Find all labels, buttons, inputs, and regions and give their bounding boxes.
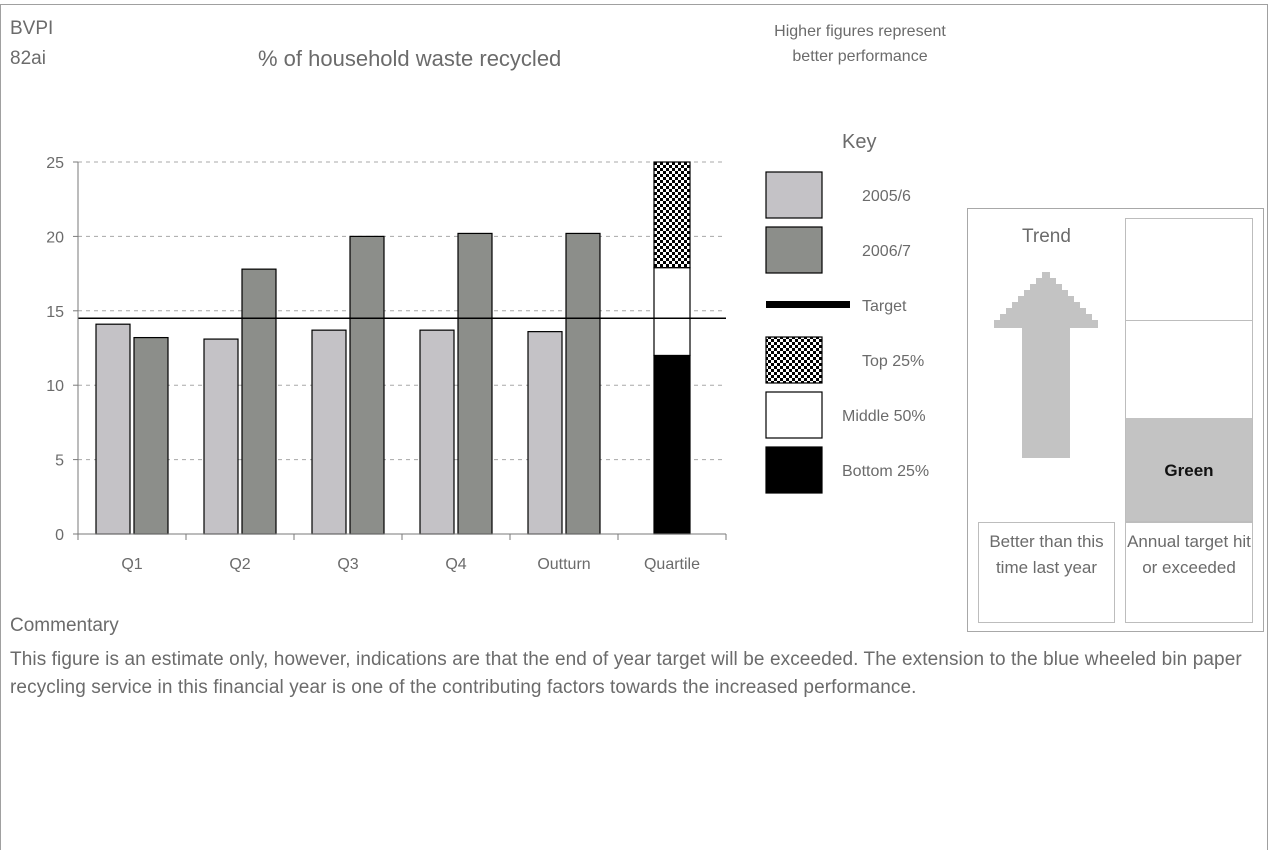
commentary-heading: Commentary [10,615,119,636]
y-tick-label: 15 [46,304,64,321]
legend-label: 2006/7 [862,243,911,260]
x-tick-label: Q4 [445,556,466,573]
x-tick-label: Q1 [121,556,142,573]
legend-title: Key [842,131,877,153]
bar-2006-7-Q3 [349,235,385,535]
x-tick-label: Quartile [644,556,700,573]
legend-swatch-20067 [765,226,823,274]
legend-swatch-middle50 [765,391,823,439]
y-tick-label: 0 [55,527,64,544]
trend-title: Trend [1022,226,1071,247]
chart-title: % of household waste recycled [258,46,562,71]
target-caption: Annual target hit or exceeded [1125,522,1253,623]
quartile-segment-middle50 [653,267,691,357]
target-status: Green [1164,461,1214,480]
arrow-up-icon [994,272,1098,458]
y-tick-label: 10 [46,378,64,395]
bar-2006-7-Q4 [457,232,493,535]
legend-swatch-20056 [765,171,823,219]
indicator-code: BVPI [10,18,54,39]
commentary-text: This figure is an estimate only, however… [10,649,1242,698]
legend-label: Top 25% [862,353,924,370]
y-tick-label: 20 [46,229,64,246]
legend-swatch-top25 [765,336,823,384]
x-tick-label: Q3 [337,556,358,573]
bar-2005-6-Q2 [203,338,239,535]
quartile-segment-top25 [653,161,691,269]
legend-label: Bottom 25% [842,463,929,480]
x-tick-label: Q2 [229,556,250,573]
bar-2006-7-Outturn [565,232,601,535]
legend-label: Target [862,298,907,315]
indicator-number: 82ai [10,48,46,69]
gauge-divider [1126,320,1252,321]
performance-note: Higher figures represent better performa… [774,23,946,65]
bar-2006-7-Q1 [133,336,169,535]
annual-target-gauge: Green [1125,218,1253,522]
y-tick-label: 5 [55,453,64,470]
bar-2005-6-Q1 [95,323,131,535]
status-panel [967,208,1264,632]
legend-label: Middle 50% [842,408,926,425]
bar-2005-6-Q4 [419,329,455,535]
legend-label: 2005/6 [862,188,911,205]
page-frame [0,4,1268,850]
legend-swatch-target [766,301,850,308]
x-tick-label: Outturn [537,556,590,573]
legend-swatch-bottom25 [765,446,823,494]
bar-chart: 0 5 10 15 20 25 Q1 Q2 Q3 Q4 Outturn Quartile 2005/6… [46,155,929,573]
bar-2005-6-Q3 [311,329,347,535]
bar-2005-6-Outturn [527,331,563,535]
bar-2006-7-Q2 [241,268,277,535]
trend-caption: Better than this time last year [978,522,1115,623]
gauge-fill [1126,418,1252,521]
quartile-segment-bottom25 [653,354,691,535]
y-tick-label: 25 [46,155,64,172]
